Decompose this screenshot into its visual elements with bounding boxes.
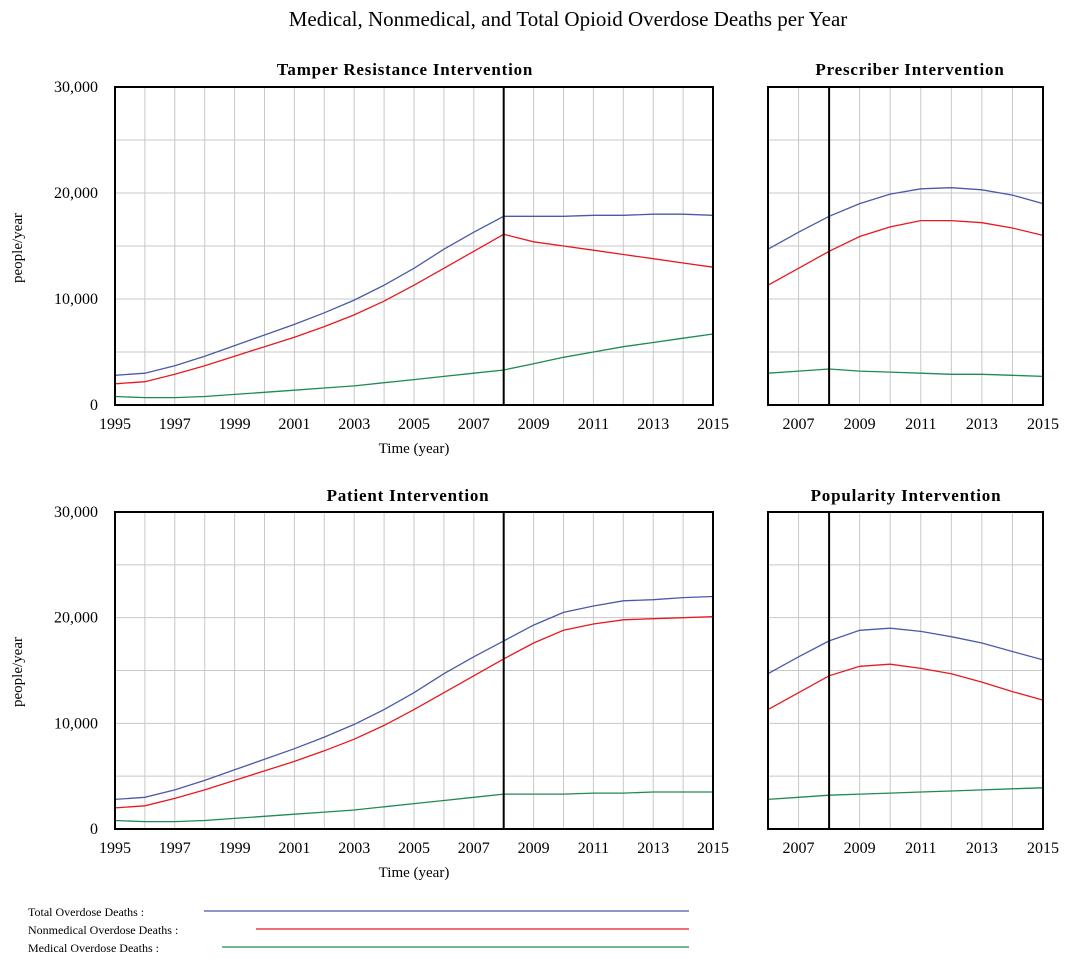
x-tick-label: 2009 (518, 416, 550, 433)
y-tick-label: 30,000 (54, 504, 98, 521)
series-line-nonmedical-popularity (767, 663, 1044, 711)
y-tick-label: 10,000 (54, 715, 98, 732)
x-tick-label: 2013 (637, 840, 669, 857)
y-axis-label-tamper: people/year (10, 213, 26, 283)
y-axis-label-patient: people/year (10, 637, 26, 707)
x-tick-label: 2007 (458, 840, 490, 857)
legend-label-total: Total Overdose Deaths : (28, 905, 144, 919)
x-tick-label: 2009 (518, 840, 550, 857)
series-line-medical-patient (114, 791, 713, 823)
x-tick-label: 2009 (844, 840, 876, 857)
x-tick-label: 2009 (844, 416, 876, 433)
x-tick-label: 1997 (159, 416, 191, 433)
series-line-total-tamper (114, 213, 714, 376)
x-tick-label: 2003 (338, 840, 370, 857)
plot-frame-tamper (114, 86, 714, 406)
x-tick-label: 1999 (219, 416, 251, 433)
series-line-nonmedical-patient (114, 615, 714, 809)
y-tick-label: 20,000 (54, 610, 98, 627)
x-axis-label-tamper: Time (year) (379, 441, 450, 457)
x-tick-label: 2001 (278, 840, 310, 857)
series-line-medical-prescriber (767, 368, 1044, 378)
x-tick-label: 2005 (398, 840, 430, 857)
x-tick-label: 2007 (783, 416, 815, 433)
series-line-total-popularity (767, 627, 1044, 675)
legend: Total Overdose Deaths : Nonmedical Overd… (28, 905, 689, 955)
x-axis-label-patient: Time (year) (379, 865, 450, 881)
panel-title-popularity: Popularity Intervention (811, 486, 1002, 505)
panel-title-patient: Patient Intervention (327, 486, 490, 505)
x-tick-label: 2013 (966, 416, 998, 433)
y-tick-label: 10,000 (54, 291, 98, 308)
panel-title-tamper: Tamper Resistance Intervention (277, 60, 533, 79)
x-tick-label: 2011 (905, 840, 936, 857)
x-tick-label: 1995 (99, 840, 131, 857)
x-tick-label: 2015 (1027, 416, 1059, 433)
y-tick-label: 0 (90, 821, 98, 838)
legend-label-medical: Medical Overdose Deaths : (28, 941, 159, 955)
x-tick-label: 1997 (159, 840, 191, 857)
legend-label-nonmedical: Nonmedical Overdose Deaths : (28, 923, 178, 937)
y-tick-label: 30,000 (54, 79, 98, 96)
panel-prescriber: Prescriber Intervention 2007 2009 2011 2013… (767, 60, 1059, 433)
series-line-total-prescriber (767, 187, 1044, 250)
x-tick-label: 2011 (905, 416, 936, 433)
x-tick-label: 2011 (578, 416, 609, 433)
x-tick-label: 2001 (278, 416, 310, 433)
x-tick-label: 2013 (966, 840, 998, 857)
panel-title-prescriber: Prescriber Intervention (815, 60, 1004, 79)
x-tick-label: 2007 (458, 416, 490, 433)
x-tick-label: 1995 (99, 416, 131, 433)
y-tick-label: 20,000 (54, 185, 98, 202)
y-tick-label: 0 (90, 397, 98, 414)
plot-frame-prescriber (767, 86, 1044, 406)
figure-title: Medical, Nonmedical, and Total Opioid Ov… (289, 7, 848, 31)
x-tick-label: 2013 (637, 416, 669, 433)
series-line-medical-tamper (114, 333, 714, 399)
x-tick-label: 2007 (783, 840, 815, 857)
x-tick-label: 1999 (219, 840, 251, 857)
panel-popularity: Popularity Intervention 2007 2009 2011 2013… (767, 486, 1059, 857)
plot-frame-popularity (767, 511, 1044, 830)
x-tick-label: 2003 (338, 416, 370, 433)
series-line-nonmedical-tamper (114, 233, 714, 385)
series-line-medical-popularity (767, 787, 1044, 801)
x-tick-label: 2015 (697, 416, 729, 433)
x-tick-label: 2015 (697, 840, 729, 857)
x-tick-label: 2005 (398, 416, 430, 433)
x-tick-label: 2015 (1027, 840, 1059, 857)
plot-frame-patient (114, 511, 714, 830)
series-line-nonmedical-prescriber (767, 219, 1044, 286)
series-line-total-patient (114, 595, 714, 801)
panel-tamper: Tamper Resistance Intervention people/ye… (10, 60, 729, 457)
x-tick-label: 2011 (578, 840, 609, 857)
panel-patient: Patient Intervention people/year Time (y… (10, 486, 729, 881)
